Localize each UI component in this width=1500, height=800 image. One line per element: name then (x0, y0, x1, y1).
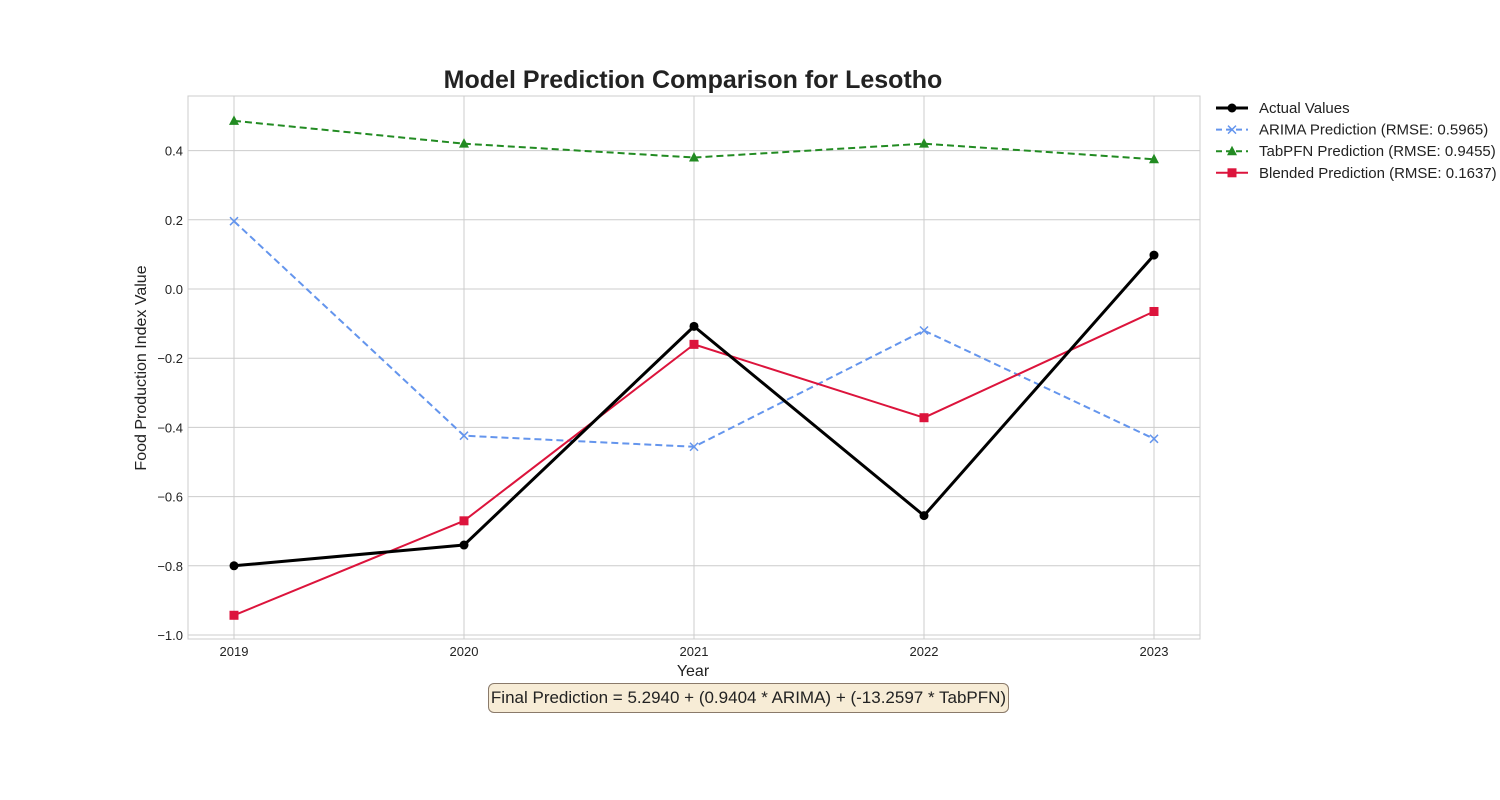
data-point (459, 540, 469, 550)
series-tabpfn (229, 115, 1159, 164)
data-point (1149, 306, 1159, 316)
x-axis-label: Year (677, 663, 710, 680)
y-tick-label: −0.2 (157, 351, 183, 366)
legend-label: Blended Prediction (RMSE: 0.1637) (1259, 165, 1497, 182)
legend-entry: TabPFN Prediction (RMSE: 0.9455) (1216, 143, 1496, 160)
x-tick-label: 2023 (1140, 644, 1169, 659)
y-tick-label: −1.0 (157, 628, 183, 643)
legend-entry: Blended Prediction (RMSE: 0.1637) (1216, 165, 1497, 182)
y-tick-label: −0.6 (157, 490, 183, 505)
data-point (689, 442, 699, 452)
x-tick-label: 2020 (450, 644, 479, 659)
data-point (459, 516, 469, 526)
data-point (919, 138, 929, 148)
data-point (919, 325, 929, 336)
series-arima (229, 216, 1159, 452)
y-axis-label: Food Production Index Value (133, 265, 150, 470)
data-point (229, 216, 239, 226)
data-point (919, 511, 929, 521)
legend-marker (1227, 125, 1237, 135)
legend-entry: Actual Values (1216, 100, 1350, 117)
data-point (459, 431, 469, 441)
data-point (1149, 434, 1159, 444)
legend-marker (1227, 103, 1237, 113)
series-actual (229, 250, 1159, 571)
chart-title: Model Prediction Comparison for Lesotho (444, 66, 943, 94)
data-point (459, 138, 469, 148)
data-point (1149, 153, 1159, 164)
legend-marker (1227, 168, 1237, 178)
data-point (229, 115, 239, 125)
y-tick-label: 0.0 (165, 282, 183, 297)
data-point (229, 610, 239, 620)
y-tick-label: −0.4 (157, 420, 183, 435)
formula-annotation: Final Prediction = 5.2940 + (0.9404 * AR… (488, 683, 1009, 713)
grid (188, 96, 1200, 639)
data-point (689, 321, 699, 331)
x-tick-label: 2019 (220, 644, 249, 659)
legend-label: ARIMA Prediction (RMSE: 0.5965) (1259, 122, 1488, 139)
legend-label: TabPFN Prediction (RMSE: 0.9455) (1259, 143, 1496, 160)
x-axis-ticks: 2019 2020 2021 2022 2023 (220, 644, 1169, 659)
x-tick-label: 2022 (910, 644, 939, 659)
y-tick-label: 0.4 (165, 144, 183, 159)
series-layer (229, 115, 1159, 620)
y-tick-label: −0.8 (157, 559, 183, 574)
data-point (229, 561, 239, 571)
data-point (919, 413, 929, 423)
y-axis-ticks: 0.4 0.2 0.0 −0.2 −0.4 −0.6 −0.8 −1.0 (157, 144, 183, 643)
y-tick-label: 0.2 (165, 213, 183, 228)
legend-entry: ARIMA Prediction (RMSE: 0.5965) (1216, 122, 1488, 139)
x-tick-label: 2021 (680, 644, 709, 659)
legend: Actual Values ARIMA Prediction (RMSE: 0.5… (1216, 100, 1497, 182)
legend-label: Actual Values (1259, 100, 1350, 117)
data-point (689, 339, 699, 349)
series-line (233, 119, 1155, 161)
data-point (689, 152, 699, 162)
legend-marker (1227, 145, 1237, 156)
data-point (1149, 250, 1159, 260)
